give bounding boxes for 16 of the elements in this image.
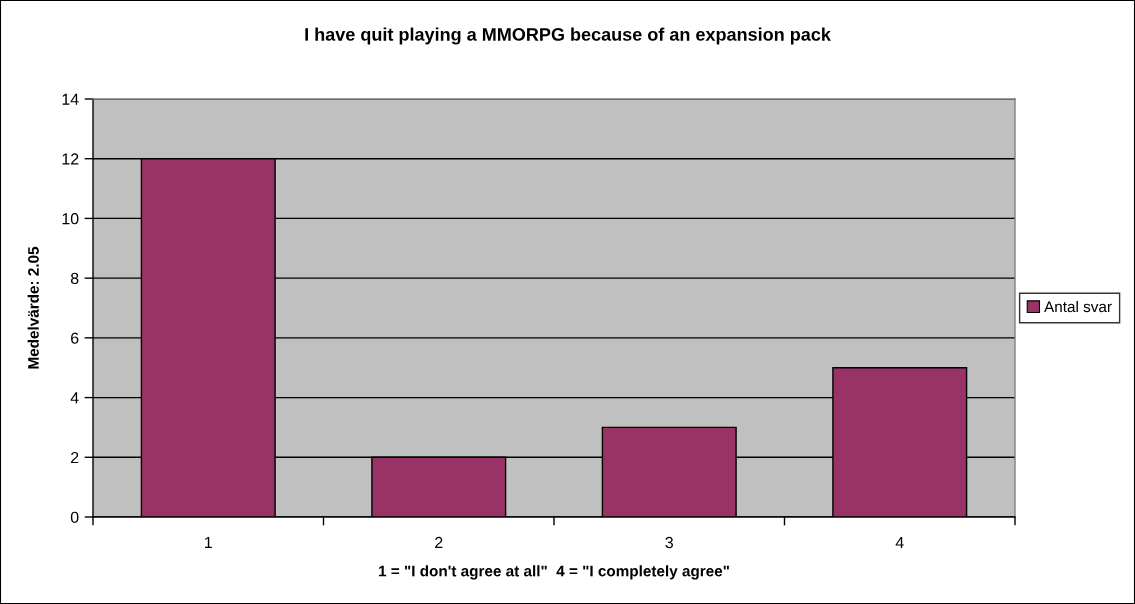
y-tick-label: 14 (62, 93, 79, 105)
x-tick-label: 4 (895, 537, 904, 549)
chart-title: I have quit playing a MMORPG because of an expansion pack (305, 27, 831, 45)
y-tick-label: 8 (70, 272, 79, 285)
y-axis-title: Medelvärde: 2.05 (27, 246, 39, 369)
x-tick-label: 3 (665, 536, 673, 549)
y-tick-label: 10 (62, 213, 79, 225)
legend-label: Antal svar (1044, 300, 1112, 313)
x-axis-title: 1 = "I don't agree at all" 4 = "I completely agree" (379, 565, 729, 580)
y-tick-label: 2 (71, 451, 79, 464)
y-tick-label: 12 (62, 153, 79, 165)
x-tick-label: 2 (435, 536, 443, 549)
y-tick-label: 6 (71, 332, 79, 344)
x-tick-label: 1 (205, 537, 212, 549)
y-tick-label: 0 (70, 511, 79, 523)
y-tick-label: 4 (70, 392, 79, 404)
